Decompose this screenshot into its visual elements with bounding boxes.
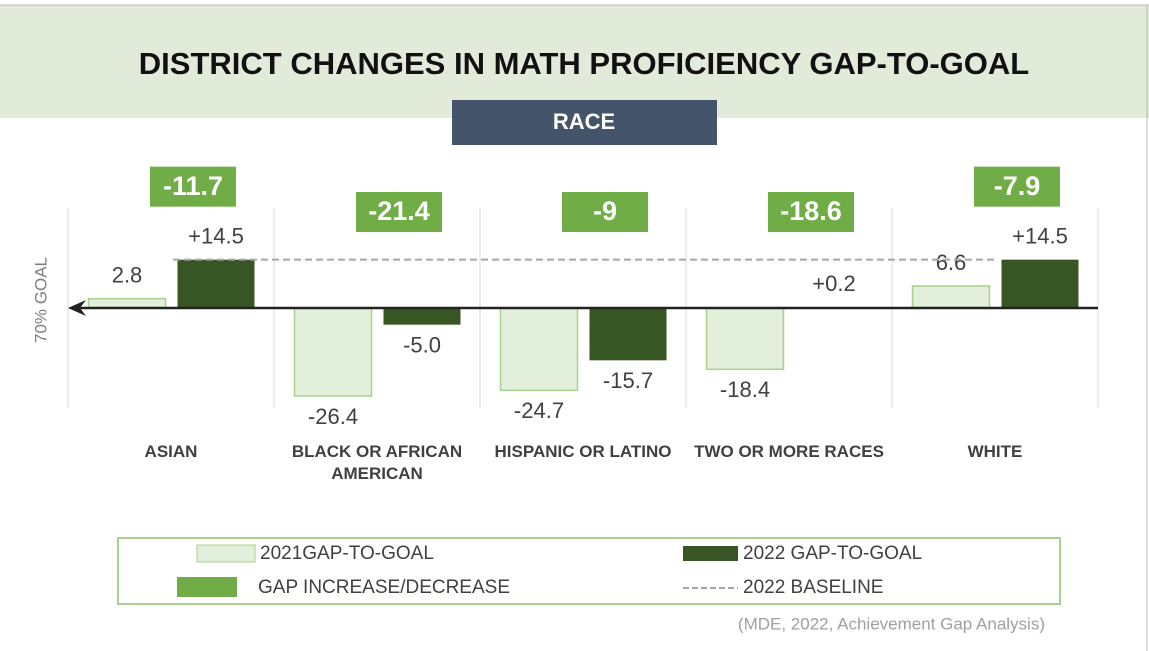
gap-label: -11.7: [163, 171, 223, 201]
data-label: -5.0: [403, 332, 441, 357]
gap-box: [150, 166, 236, 207]
legend-label: 2022 BASELINE: [743, 577, 883, 598]
data-label: +14.5: [188, 223, 244, 248]
bar: [383, 308, 461, 325]
bar: [87, 297, 167, 309]
legend-swatch: [683, 546, 738, 561]
gap-label: -18.6: [780, 196, 842, 226]
gap-label: -21.4: [368, 196, 430, 226]
data-label: 6.6: [936, 250, 967, 275]
bar: [177, 259, 255, 308]
data-label: -18.4: [720, 377, 770, 402]
axis-arrow: [68, 300, 86, 316]
legend-label: 2021GAP-TO-GOAL: [260, 543, 434, 564]
x-tick-label: WHITE: [967, 442, 1023, 461]
data-label: +0.2: [812, 271, 855, 296]
bar: [705, 307, 785, 371]
chart-title: DISTRICT CHANGES IN MATH PROFICIENCY GAP…: [139, 46, 1029, 81]
bar: [1001, 259, 1079, 308]
gap-label: -7.9: [994, 171, 1041, 201]
x-tick-label: HISPANIC OR LATINO: [494, 442, 672, 461]
bar: [911, 285, 991, 309]
legend-label: 2022 GAP-TO-GOAL: [743, 543, 922, 564]
legend-swatch: [196, 544, 256, 563]
bar: [589, 308, 667, 361]
legend-swatch: [177, 577, 237, 597]
data-label: -24.7: [514, 398, 564, 423]
data-label: -26.4: [308, 404, 358, 429]
data-label: +14.5: [1012, 223, 1068, 248]
bar: [499, 307, 579, 392]
gap-label: -9: [593, 196, 617, 226]
data-label: 2.8: [112, 262, 143, 287]
gap-box: [974, 166, 1060, 207]
header-band: [0, 5, 1149, 118]
x-tick-label: BLACK OR AFRICAN AMERICAN: [291, 442, 463, 483]
gap-box: [768, 192, 854, 232]
x-tick-label: ASIAN: [144, 442, 198, 461]
subtitle: RACE: [553, 109, 615, 134]
legend-label: GAP INCREASE/DECREASE: [258, 577, 510, 598]
data-label: -15.7: [603, 368, 653, 393]
legend-box: [117, 537, 1061, 605]
gap-box: [356, 192, 442, 232]
source: (MDE, 2022, Achievement Gap Analysis): [738, 614, 1045, 633]
subtitle-box: [452, 100, 717, 145]
y-axis-label: 70% GOAL: [31, 257, 50, 343]
x-tick-label: TWO OR MORE RACES: [694, 442, 884, 461]
bar: [293, 307, 373, 397]
gap-box: [562, 192, 648, 232]
